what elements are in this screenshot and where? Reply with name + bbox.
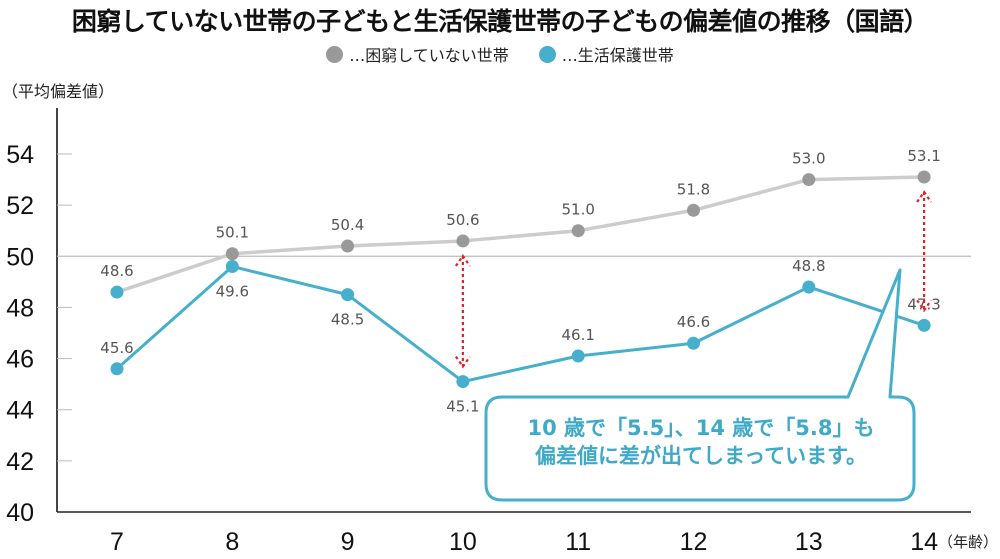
gap-arrow [916,190,933,313]
x-tick-label: 10 [449,528,477,556]
data-label: 45.1 [446,398,479,416]
data-point [571,224,585,238]
legend-item-non-poor: …困窮していない世帯 [326,42,509,66]
data-label: 51.8 [677,180,710,198]
legend-label: …生活保護世帯 [561,46,674,65]
data-label: 46.6 [677,313,710,331]
series-line [116,175,925,294]
x-tick-label: 12 [680,528,708,556]
y-tick-label: 40 [6,499,34,527]
data-label: 45.6 [100,339,133,357]
data-label: 53.1 [907,147,940,165]
x-tick-label: 7 [110,528,124,556]
data-point [225,260,239,274]
legend-item-welfare: …生活保護世帯 [538,42,674,66]
gap-arrows [454,190,933,369]
series-non-poor: 48.6 50.1 50.4 50.6 51.0 51.8 53.0 53.1 [100,147,941,299]
circle-marker-icon [538,45,556,63]
legend-label: …困窮していない世帯 [349,46,509,65]
chart-title: 困窮していない世帯の子どもと生活保護世帯の子どもの偏差値の推移（国語） [71,7,929,36]
data-point [917,318,931,332]
series-line [116,265,925,384]
data-point [802,280,816,294]
data-point [571,349,585,363]
data-point [341,239,355,253]
series-welfare: 45.6 49.6 48.5 45.1 46.1 46.6 48.8 47.3 [100,257,941,416]
data-label: 48.6 [100,262,133,280]
data-label: 53.0 [792,150,825,168]
y-tick-label: 44 [6,397,34,425]
data-point [110,362,124,376]
arrow-head-up [916,190,933,203]
data-point [687,203,700,217]
arrow-head-down [916,299,933,313]
data-point [456,375,470,389]
arrow-head-down [454,355,471,369]
y-tick-label: 46 [6,346,34,374]
gap-arrow [454,254,471,369]
data-point [456,234,470,248]
x-tick-label: 14 [910,528,938,556]
data-point [110,285,124,299]
data-label: 49.6 [216,283,249,301]
data-point [917,170,931,184]
data-label: 46.1 [561,326,594,344]
y-tick-label: 42 [6,448,34,476]
y-tick-label: 54 [6,141,34,169]
axes: 40 42 44 46 48 50 52 54 7 8 9 10 11 12 13 14 （年齢） [6,108,998,556]
y-tick-label: 50 [6,243,34,271]
data-label: 50.6 [446,211,479,229]
y-tick-label: 52 [6,192,34,220]
x-axis-label: （年齢） [938,533,998,551]
circle-marker-icon [326,45,344,63]
x-tick-label: 11 [565,528,591,556]
data-label: 47.3 [907,295,940,313]
callout-text: 10 歳で「5.5」、14 歳で「5.8」も 偏差値に差が出てしまっています。 [488,414,914,470]
data-label: 50.4 [331,216,364,234]
data-label: 48.5 [331,311,364,329]
data-label: 48.8 [792,257,825,275]
data-point [341,288,355,302]
callout-border [484,268,916,502]
callout-line-1: 10 歳で「5.5」、14 歳で「5.8」も [527,416,875,440]
y-tick-label: 48 [6,294,34,322]
data-point [687,336,700,350]
x-tick-label: 13 [795,528,823,556]
data-point [225,247,239,261]
series-group: 48.6 50.1 50.4 50.6 51.0 51.8 53.0 53.1 45.6 49.6… [100,147,941,416]
data-point [802,173,816,187]
legend: …困窮していない世帯 …生活保護世帯 [0,42,1000,66]
callout-line-2: 偏差値に差が出てしまっています。 [534,444,867,468]
y-axis-label: （平均偏差値） [2,82,115,101]
data-label: 50.1 [216,224,249,242]
arrow-head-up [454,254,471,267]
data-label: 51.0 [561,201,594,219]
x-tick-label: 8 [225,528,239,556]
callout-bubble [484,268,916,502]
x-tick-label: 9 [341,528,355,556]
